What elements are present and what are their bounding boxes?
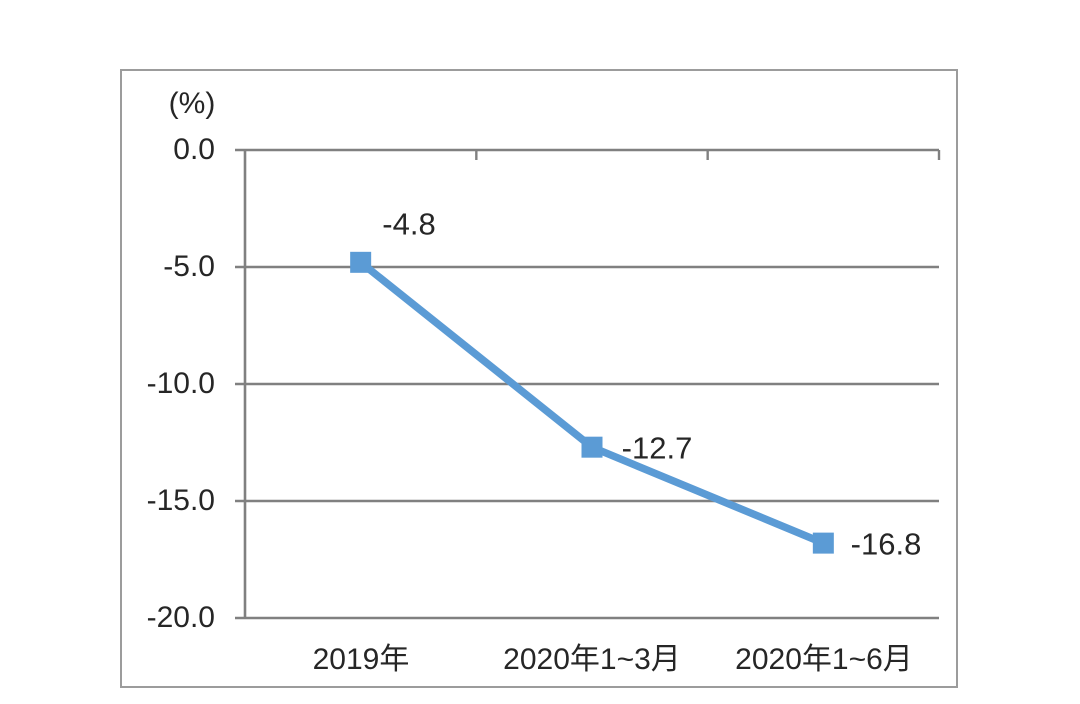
- series-marker-1: [581, 436, 603, 458]
- series-marker-0: [350, 251, 372, 273]
- y-axis-unit-label: (%): [168, 87, 216, 120]
- y-tick-label-0: 0.0: [173, 133, 215, 166]
- x-category-label-2020-q1: 2020年1~3月: [503, 643, 681, 676]
- y-tick-label-3: -15.0: [146, 484, 215, 517]
- x-category-label-2019: 2019年: [312, 643, 410, 676]
- y-tick-label-4: -20.0: [146, 601, 215, 634]
- y-tick-label-2: -10.0: [146, 367, 215, 400]
- x-category-label-2020-h1: 2020年1~6月: [735, 643, 913, 676]
- chart-frame: [120, 69, 958, 688]
- data-label-point-3: -16.8: [850, 526, 922, 562]
- data-label-point-1: -4.8: [382, 206, 436, 242]
- series-marker-2: [812, 532, 834, 554]
- y-tick-label-1: -5.0: [163, 250, 215, 283]
- data-label-point-2: -12.7: [621, 430, 693, 466]
